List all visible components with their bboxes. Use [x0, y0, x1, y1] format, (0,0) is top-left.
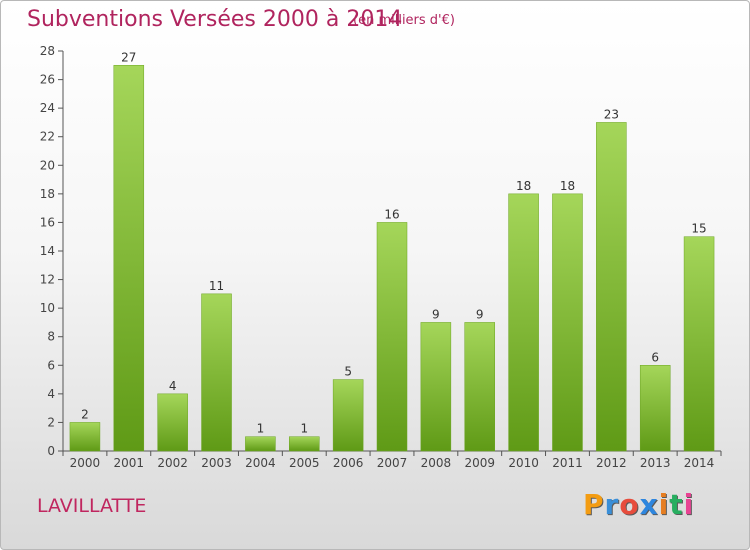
bar-value-label: 4: [169, 379, 177, 393]
bar-value-label: 23: [604, 107, 619, 121]
x-tick-label: 2001: [114, 456, 145, 470]
bar-value-label: 18: [560, 179, 575, 193]
logo-letter: o: [619, 488, 640, 521]
y-tick-label: 24: [40, 101, 55, 115]
y-tick-label: 26: [40, 73, 55, 87]
y-tick-label: 4: [47, 387, 55, 401]
logo-letter: r: [604, 488, 620, 521]
logo-letter: P: [583, 488, 605, 521]
bar: [464, 322, 495, 452]
x-tick-label: 2013: [640, 456, 671, 470]
bar-value-label: 2: [81, 407, 89, 421]
bar-value-label: 1: [257, 422, 265, 436]
bar-value-label: 16: [384, 207, 399, 221]
x-axis: 2000 2001 2002 2003 2004 2005 2006 2007 2008 2009…: [62, 450, 722, 470]
bars: [69, 65, 715, 452]
bar-value-label: 1: [300, 422, 308, 436]
chart-title: Subventions Versées 2000 à 2014: [27, 7, 403, 32]
bar: [683, 236, 715, 452]
bar-value-label: 27: [121, 50, 136, 64]
y-tick-label: 18: [40, 187, 55, 201]
x-tick-label: 2005: [289, 456, 320, 470]
x-tick-label: 2010: [508, 456, 539, 470]
bar: [552, 193, 583, 452]
x-tick-label: 2004: [245, 456, 276, 470]
proxiti-logo: Proxiti: [583, 488, 694, 521]
logo-letter: i: [658, 488, 670, 521]
unit-note: (en milliers d'€): [353, 13, 455, 28]
y-tick-label: 2: [47, 415, 55, 429]
bar-value-label: 15: [691, 222, 706, 236]
x-tick-label: 2006: [333, 456, 364, 470]
y-tick-label: 28: [40, 44, 55, 58]
bar: [69, 422, 101, 452]
bar: [420, 322, 452, 452]
y-tick-label: 16: [40, 215, 55, 229]
x-tick-label: 2000: [70, 456, 101, 470]
bar-value-label: 9: [476, 307, 484, 321]
x-tick-label: 2002: [157, 456, 188, 470]
x-tick-label: 2007: [377, 456, 408, 470]
x-tick-label: 2011: [552, 456, 583, 470]
bar: [332, 379, 364, 452]
bar-value-label: 6: [651, 350, 659, 364]
y-tick-label: 0: [47, 444, 55, 458]
bar: [201, 293, 232, 452]
x-tick-label: 2008: [421, 456, 452, 470]
y-tick-label: 20: [40, 158, 55, 172]
bar: [376, 222, 408, 452]
y-tick-label: 10: [40, 301, 55, 315]
logo-letter: t: [669, 488, 684, 521]
x-tick-label: 2009: [464, 456, 495, 470]
bar-value-label: 18: [516, 179, 531, 193]
y-tick-label: 12: [40, 273, 55, 287]
bar: [289, 436, 320, 452]
commune-name: LAVILLATTE: [37, 495, 147, 517]
logo-letter: i: [683, 488, 695, 521]
bar-value-label: 5: [344, 365, 352, 379]
y-tick-label: 6: [47, 358, 55, 372]
bar: [157, 393, 188, 452]
bar: [596, 122, 627, 452]
x-tick-label: 2003: [201, 456, 232, 470]
bar: [245, 436, 276, 452]
y-tick-label: 14: [40, 244, 55, 258]
bar-value-label: 9: [432, 307, 440, 321]
x-tick-label: 2014: [684, 456, 715, 470]
y-tick-label: 22: [40, 130, 55, 144]
bar: [639, 365, 671, 452]
bar: [508, 193, 539, 452]
bar-value-label: 11: [209, 279, 224, 293]
bar: [113, 65, 145, 452]
x-tick-label: 2012: [596, 456, 627, 470]
y-tick-label: 8: [47, 330, 55, 344]
logo-letter: x: [639, 488, 659, 521]
